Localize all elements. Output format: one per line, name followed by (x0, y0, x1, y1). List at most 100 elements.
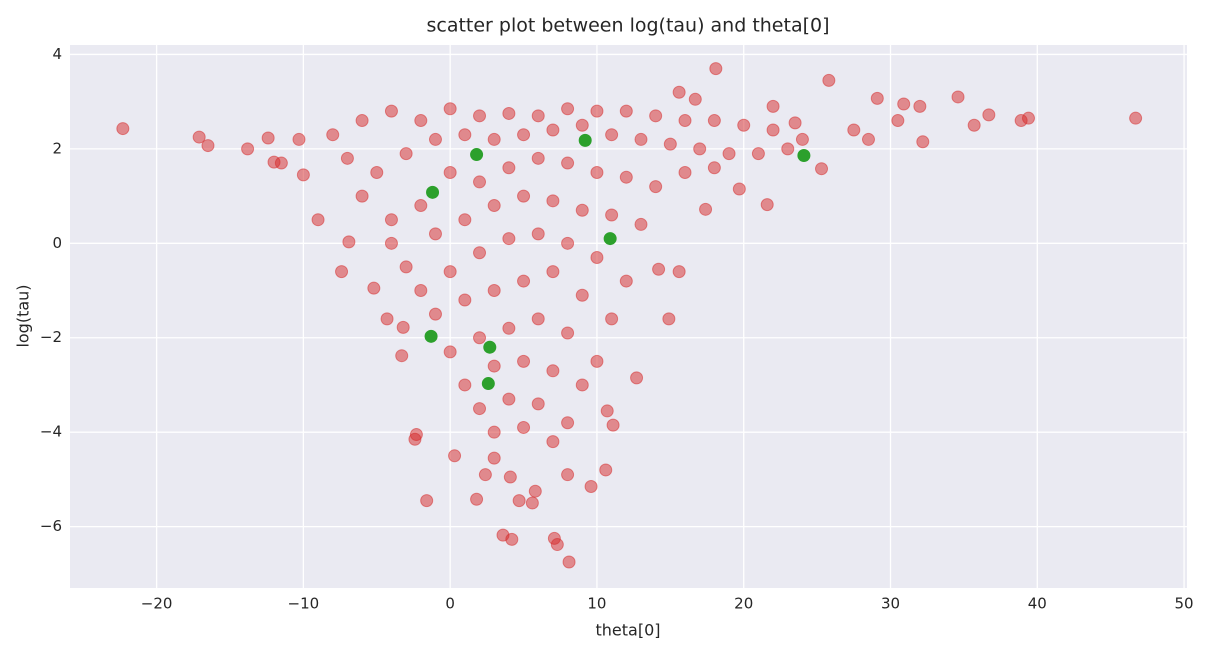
scatter-point (414, 114, 428, 128)
scatter-point (766, 99, 780, 113)
scatter-point (678, 114, 692, 128)
scatter-point (732, 182, 746, 196)
scatter-point (201, 139, 215, 153)
scatter-point (443, 265, 457, 279)
scatter-point (458, 128, 472, 142)
x-tick-label: 50 (1175, 595, 1194, 613)
scatter-point (847, 123, 861, 137)
scatter-point (693, 142, 707, 156)
scatter-point (458, 213, 472, 227)
scatter-point (707, 161, 721, 175)
scatter-point (634, 217, 648, 231)
scatter-point (575, 378, 589, 392)
scatter-point (473, 246, 487, 260)
scatter-point (502, 392, 516, 406)
scatter-point (561, 236, 575, 250)
scatter-point (797, 148, 811, 162)
y-tick-label: −2 (40, 328, 62, 346)
scatter-point (408, 432, 422, 446)
scatter-point (426, 185, 440, 199)
scatter-point (367, 281, 381, 295)
scatter-point (630, 371, 644, 385)
scatter-point (575, 118, 589, 132)
scatter-point (605, 208, 619, 222)
scatter-point (795, 132, 809, 146)
scatter-point (502, 232, 516, 246)
scatter-point (600, 404, 614, 418)
scatter-point (340, 151, 354, 165)
chart-title: scatter plot between log(tau) and theta[… (426, 15, 829, 37)
scatter-point (473, 175, 487, 189)
scatter-point (575, 288, 589, 302)
scatter-point (1021, 111, 1035, 125)
scatter-point (531, 312, 545, 326)
scatter-point (760, 198, 774, 212)
scatter-point (891, 114, 905, 128)
scatter-point (517, 274, 531, 288)
scatter-point (424, 329, 438, 343)
scatter-point (550, 538, 564, 552)
scatter-point (678, 165, 692, 179)
scatter-point (722, 147, 736, 161)
scatter-point (672, 85, 686, 99)
scatter-point (967, 118, 981, 132)
scatter-point (546, 364, 560, 378)
scatter-point (399, 260, 413, 274)
scatter-point (649, 109, 663, 123)
scatter-point (517, 189, 531, 203)
scatter-point (561, 156, 575, 170)
scatter-point (870, 91, 884, 105)
scatter-point (503, 470, 517, 484)
scatter-point (561, 102, 575, 116)
scatter-point (531, 151, 545, 165)
scatter-point (384, 213, 398, 227)
scatter-point (737, 118, 751, 132)
scatter-point (662, 312, 676, 326)
scatter-point (913, 99, 927, 113)
scatter-point (605, 128, 619, 142)
scatter-point (428, 307, 442, 321)
scatter-point (546, 123, 560, 137)
scatter-point (605, 312, 619, 326)
scatter-point (355, 189, 369, 203)
scatter-point (517, 354, 531, 368)
scatter-point (528, 484, 542, 498)
scatter-point (1129, 111, 1143, 125)
scatter-point (517, 128, 531, 142)
scatter-point (487, 425, 501, 439)
scatter-point (916, 135, 930, 149)
scatter-point (546, 435, 560, 449)
scatter-point (546, 265, 560, 279)
scatter-point (443, 165, 457, 179)
scatter-point (428, 227, 442, 241)
scatter-point (861, 132, 875, 146)
x-tick-label: 20 (734, 595, 753, 613)
scatter-point (788, 116, 802, 130)
scatter-point (672, 265, 686, 279)
scatter-point (603, 232, 617, 246)
scatter-point (634, 132, 648, 146)
x-tick-label: −20 (141, 595, 173, 613)
y-tick-label: −4 (40, 423, 62, 441)
scatter-point (751, 147, 765, 161)
scatter-point (326, 128, 340, 142)
scatter-point (342, 235, 356, 249)
scatter-point (561, 326, 575, 340)
scatter-point (590, 354, 604, 368)
scatter-point (458, 378, 472, 392)
scatter-point (384, 236, 398, 250)
scatter-point (478, 468, 492, 482)
scatter-point (590, 250, 604, 264)
scatter-point (590, 165, 604, 179)
scatter-point (473, 331, 487, 345)
scatter-point (575, 203, 589, 217)
scatter-point (619, 104, 633, 118)
y-axis-label: log(tau) (14, 284, 33, 347)
scatter-point (261, 131, 275, 145)
scatter-point (448, 449, 462, 463)
scatter-point (311, 213, 325, 227)
scatter-point (458, 293, 472, 307)
scatter-point (766, 123, 780, 137)
scatter-point (815, 162, 829, 176)
scatter-point (296, 168, 310, 182)
